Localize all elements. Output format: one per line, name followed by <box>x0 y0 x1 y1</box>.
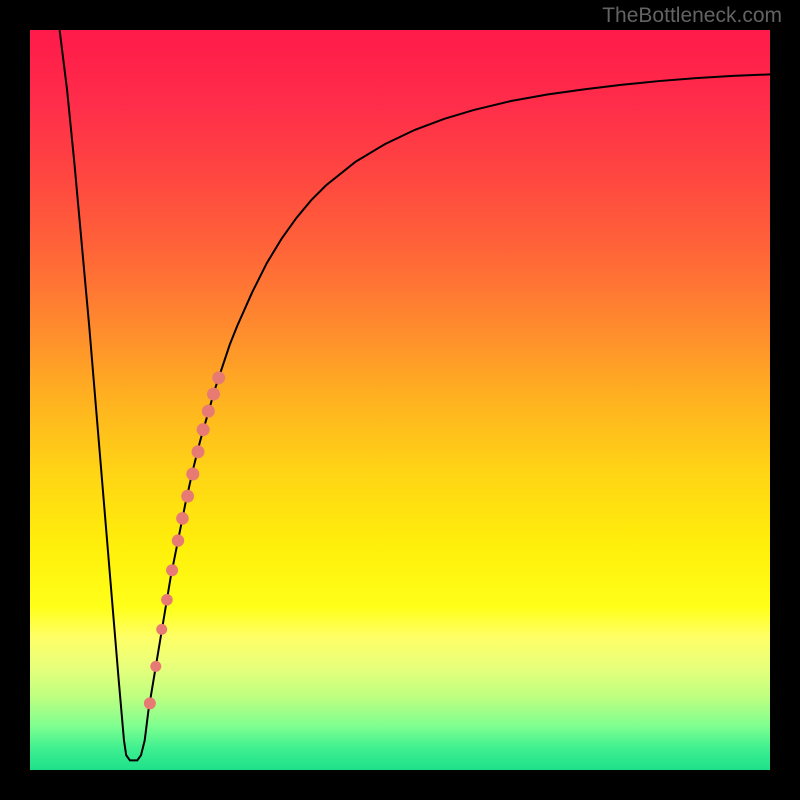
data-marker <box>202 405 215 418</box>
data-marker <box>150 661 161 672</box>
data-marker <box>161 594 173 606</box>
marker-group <box>144 371 225 709</box>
data-marker <box>156 624 167 635</box>
chart-svg <box>30 30 770 770</box>
data-marker <box>144 697 156 709</box>
data-marker <box>212 371 225 384</box>
data-marker <box>166 564 178 576</box>
data-marker <box>207 388 220 401</box>
bottleneck-curve <box>60 30 770 760</box>
data-marker <box>172 534 184 546</box>
watermark: TheBottleneck.com <box>602 4 782 28</box>
data-marker <box>197 423 210 436</box>
data-marker <box>176 512 189 525</box>
data-marker <box>181 490 194 503</box>
plot-area <box>30 30 770 770</box>
data-marker <box>186 468 199 481</box>
data-marker <box>191 445 204 458</box>
